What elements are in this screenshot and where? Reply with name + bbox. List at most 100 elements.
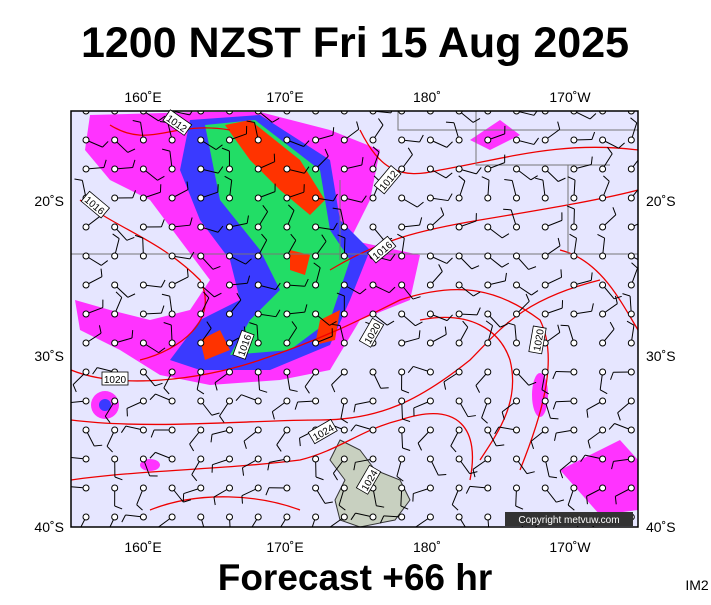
station (514, 369, 520, 375)
station (112, 195, 118, 201)
station (284, 166, 290, 172)
station (284, 456, 290, 462)
station (514, 456, 520, 462)
station (83, 398, 89, 404)
station (198, 456, 204, 462)
station (341, 282, 347, 288)
station (571, 224, 577, 230)
station (571, 311, 577, 317)
station (628, 137, 634, 143)
station (456, 195, 462, 201)
station (140, 456, 146, 462)
station (341, 224, 347, 230)
station (628, 282, 634, 288)
barb-feather (561, 269, 562, 277)
station (83, 485, 89, 491)
station (227, 340, 233, 346)
station (255, 340, 261, 346)
station (370, 137, 376, 143)
station (341, 340, 347, 346)
barb-feather (503, 209, 511, 210)
station (341, 195, 347, 201)
station (370, 224, 376, 230)
station (140, 137, 146, 143)
station (456, 427, 462, 433)
lat-label: 30˚S (34, 348, 64, 364)
station (313, 456, 319, 462)
station (83, 456, 89, 462)
station (227, 282, 233, 288)
station (112, 137, 118, 143)
station (169, 340, 175, 346)
station (140, 224, 146, 230)
station (198, 485, 204, 491)
station (399, 398, 405, 404)
station (284, 137, 290, 143)
station (514, 427, 520, 433)
station (284, 224, 290, 230)
station (370, 369, 376, 375)
station (456, 224, 462, 230)
station (198, 224, 204, 230)
station (399, 282, 405, 288)
station (140, 514, 146, 520)
station (83, 224, 89, 230)
station (112, 514, 118, 520)
station (600, 224, 606, 230)
station (600, 456, 606, 462)
station (571, 427, 577, 433)
station (313, 340, 319, 346)
image-code: IM2 (685, 577, 709, 593)
station (427, 195, 433, 201)
station (341, 311, 347, 317)
station (341, 369, 347, 375)
station (485, 485, 491, 491)
station (313, 253, 319, 259)
station (198, 311, 204, 317)
station (255, 137, 261, 143)
station (399, 340, 405, 346)
station (227, 166, 233, 172)
station (542, 311, 548, 317)
station (600, 427, 606, 433)
station (456, 137, 462, 143)
station (485, 340, 491, 346)
station (284, 485, 290, 491)
station (284, 311, 290, 317)
station (514, 253, 520, 259)
lon-label: 180˚ (413, 539, 441, 555)
station (600, 282, 606, 288)
station (571, 485, 577, 491)
station (341, 166, 347, 172)
station (83, 369, 89, 375)
station (600, 253, 606, 259)
station (399, 456, 405, 462)
station (399, 166, 405, 172)
station (83, 137, 89, 143)
station (370, 398, 376, 404)
station (284, 282, 290, 288)
station (456, 311, 462, 317)
station (542, 253, 548, 259)
station (370, 427, 376, 433)
lat-label: 30˚S (646, 348, 676, 364)
station (255, 514, 261, 520)
station (485, 137, 491, 143)
station (628, 398, 634, 404)
lat-label: 40˚S (34, 519, 64, 535)
station (83, 427, 89, 433)
station (600, 340, 606, 346)
station (628, 253, 634, 259)
lat-label: 20˚S (34, 193, 64, 209)
station (112, 166, 118, 172)
station (112, 456, 118, 462)
station (313, 398, 319, 404)
station (227, 398, 233, 404)
station (198, 282, 204, 288)
station (542, 456, 548, 462)
station (255, 253, 261, 259)
station (313, 166, 319, 172)
station (399, 311, 405, 317)
station (485, 253, 491, 259)
station (284, 195, 290, 201)
